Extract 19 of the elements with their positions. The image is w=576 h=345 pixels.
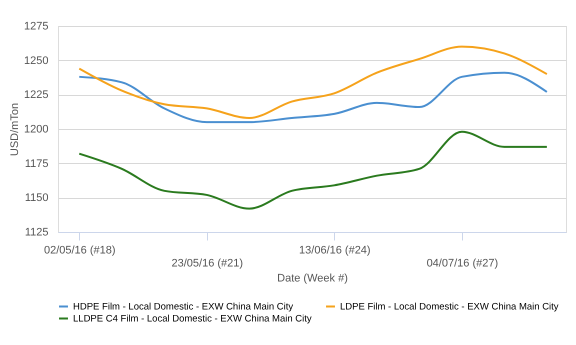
y-tick-label: 1175 [24, 158, 48, 170]
y-axis-title: USD/mTon [9, 102, 22, 156]
y-tick-label: 1125 [24, 226, 48, 238]
x-tick-label: 02/05/16 (#18) [44, 244, 116, 256]
line-series [78, 130, 548, 210]
y-tick-label: 1250 [24, 54, 48, 67]
legend-label: LDPE Film - Local Domestic - EXW China Main City [340, 302, 559, 312]
y-tick-label: 1150 [24, 192, 48, 204]
line-series [78, 72, 548, 124]
legend-label: LLDPE C4 Film - Local Domestic - EXW China Main City [73, 314, 312, 324]
x-tick-label: 23/05/16 (#21) [172, 258, 244, 270]
x-tick-label: 13/06/16 (#24) [299, 244, 371, 256]
y-tick-label: 1275 [24, 20, 48, 32]
y-tick-label: 1200 [24, 124, 48, 136]
x-tick-label: 04/07/16 (#27) [426, 258, 498, 270]
legend-label: HDPE Film - Local Domestic - EXW China Main City [73, 302, 294, 312]
x-axis-title: Date (Week #) [277, 272, 348, 284]
line-series [78, 46, 548, 120]
y-tick-label: 1225 [24, 89, 48, 102]
